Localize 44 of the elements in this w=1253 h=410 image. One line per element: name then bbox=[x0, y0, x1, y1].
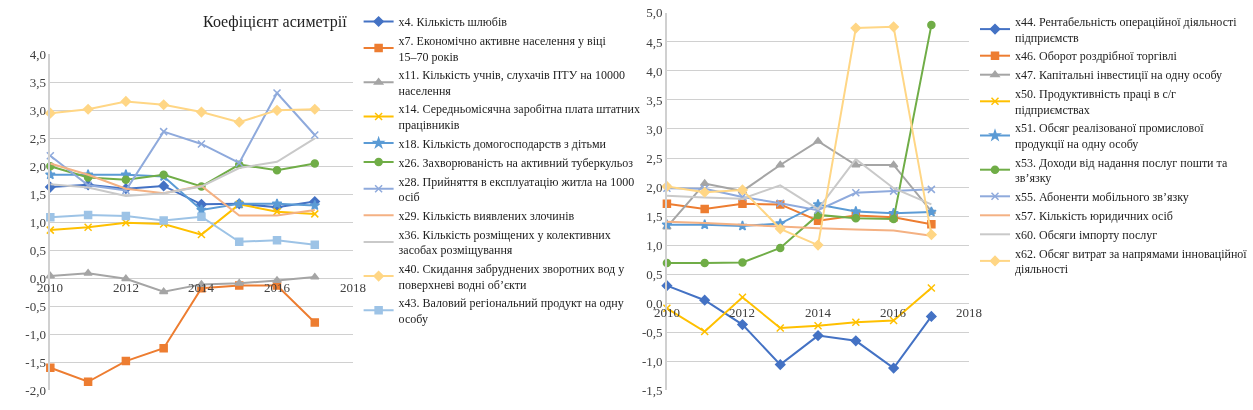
chart-title: Коефіцієнт асиметрії bbox=[203, 13, 348, 31]
y-tick-label: -0,5 bbox=[25, 298, 46, 314]
legend-label: x18. Кількість домогосподарств з дітьми bbox=[398, 136, 607, 151]
y-tick-label: 3,5 bbox=[646, 92, 663, 108]
legend-label: x57. Кількість юридичних осіб bbox=[1015, 208, 1173, 223]
y-tick-label: 2,0 bbox=[29, 158, 46, 174]
legend-label: x46. Оборот роздрібної торгівлі bbox=[1015, 49, 1178, 64]
x-tick-label: 2018 bbox=[956, 305, 982, 320]
y-tick-label: 1,5 bbox=[646, 208, 663, 224]
y-tick-label: 1,0 bbox=[29, 214, 46, 230]
legend-label: x14. Середньомісячна заробітна плата штатних працівників bbox=[398, 102, 640, 132]
y-tick-label: -1,5 bbox=[641, 382, 663, 398]
y-tick-label: 4,0 bbox=[29, 46, 46, 62]
y-tick-label: 4,0 bbox=[646, 63, 663, 79]
legend-label: x43. Валовий регіональний продукт на одну особу bbox=[398, 296, 624, 326]
y-tick-label: 2,5 bbox=[29, 130, 46, 146]
legend-label: x55. Абоненти мобільного зв’язку bbox=[1015, 189, 1189, 204]
y-tick-label: 3,0 bbox=[646, 121, 663, 137]
y-tick-label: -1,0 bbox=[25, 326, 46, 342]
legend-label: x26. Захворюваність на активний туберкульоз bbox=[398, 155, 634, 170]
legend-label: x47. Капітальні інвестиції на одну особу bbox=[1015, 68, 1223, 83]
y-tick-label: 3,0 bbox=[29, 102, 46, 118]
y-tick-label: 1,0 bbox=[646, 237, 663, 253]
y-tick-label: -1,0 bbox=[641, 353, 663, 369]
x-tick-label: 2012 bbox=[729, 305, 755, 320]
y-tick-label: -2,0 bbox=[25, 382, 46, 398]
x-tick-label: 2012 bbox=[113, 280, 139, 295]
x-tick-label: 2018 bbox=[340, 280, 366, 295]
y-tick-label: -1,5 bbox=[25, 354, 46, 370]
x-tick-label: 2014 bbox=[805, 305, 832, 320]
y-tick-label: 3,5 bbox=[29, 74, 46, 90]
legend-label: x60. Обсяги імпорту послуг bbox=[1015, 227, 1158, 242]
y-tick-label: 0,5 bbox=[646, 266, 663, 282]
y-tick-label: 0,5 bbox=[29, 242, 46, 258]
legend-label: x29. Кількість виявлених злочинів bbox=[398, 208, 575, 223]
y-tick-label: 1,5 bbox=[29, 186, 46, 202]
y-tick-label: 4,5 bbox=[646, 34, 663, 50]
y-tick-label: -0,5 bbox=[641, 324, 663, 340]
y-tick-label: 0,0 bbox=[29, 270, 46, 286]
y-tick-label: 2,5 bbox=[646, 150, 663, 166]
legend-label: x62. Обсяг витрат за напрямами інноваційної діяльності bbox=[1015, 246, 1248, 277]
legend-label: x4. Кількість шлюбів bbox=[398, 15, 508, 30]
y-tick-label: 5,0 bbox=[646, 5, 663, 21]
y-tick-label: 2,0 bbox=[646, 179, 663, 195]
